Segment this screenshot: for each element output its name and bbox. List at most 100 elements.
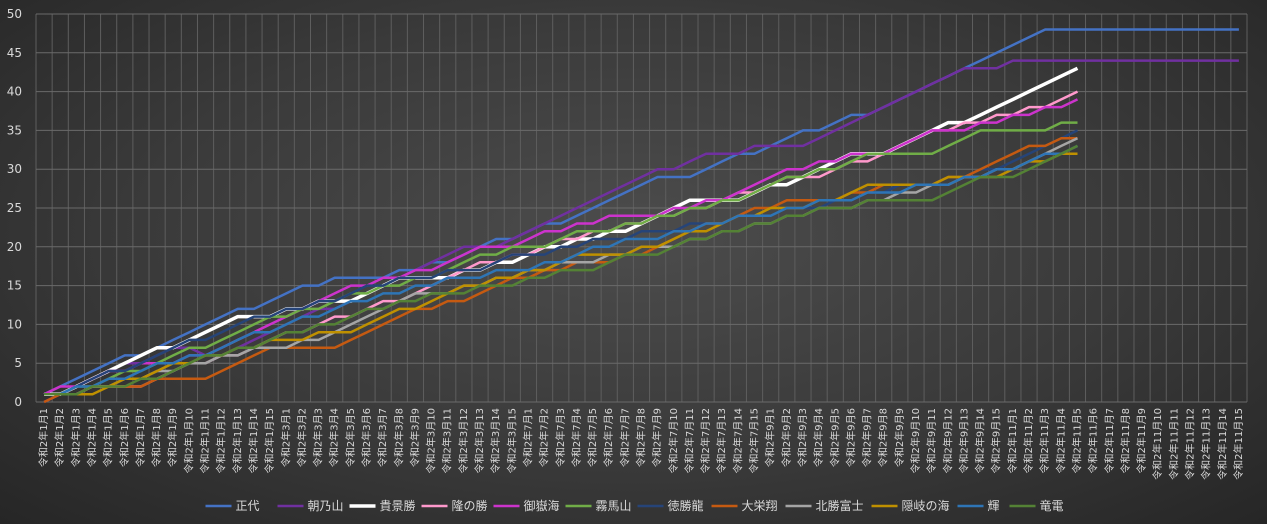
x-tick-label: 令和2年1月5 [102, 408, 115, 467]
grid-lines [35, 13, 1248, 403]
x-tick-label: 令和2年1月10 [182, 408, 195, 473]
x-tick-label: 令和2年3月8 [392, 408, 405, 467]
y-tick-label: 20 [7, 240, 22, 254]
x-tick-label: 令和2年7月8 [635, 408, 648, 467]
x-tick-label: 令和2年11月1 [1006, 408, 1019, 473]
legend-label-10: 輝 [988, 499, 1000, 513]
x-tick-label: 令和2年3月14 [489, 408, 502, 473]
x-tick-label: 令和2年11月9 [1135, 408, 1148, 473]
x-tick-label: 令和2年11月6 [1087, 408, 1100, 473]
x-tick-label: 令和2年3月7 [376, 408, 389, 467]
legend-label-0: 正代 [236, 499, 260, 513]
x-tick-label: 令和2年1月11 [199, 408, 212, 473]
x-tick-label: 令和2年9月1 [764, 408, 777, 467]
x-tick-label: 令和2年3月2 [295, 408, 308, 467]
x-tick-label: 令和2年9月8 [877, 408, 890, 467]
y-tick-label: 45 [7, 46, 22, 60]
x-tick-label: 令和2年9月11 [925, 408, 938, 473]
x-tick-label: 令和2年3月1 [279, 408, 292, 467]
x-tick-label: 令和2年11月3 [1038, 408, 1051, 473]
x-tick-label: 令和2年1月13 [231, 408, 244, 473]
legend-label-6: 徳勝龍 [668, 498, 704, 513]
x-tick-label: 令和2年7月10 [667, 408, 680, 473]
x-tick-label: 令和2年3月15 [505, 408, 518, 473]
legend-label-9: 隠岐の海 [902, 498, 950, 513]
y-axis: 0 5 10 15 20 25 30 35 40 45 50 [7, 7, 22, 409]
x-tick-label: 令和2年9月10 [909, 408, 922, 473]
x-tick-label: 令和2年11月5 [1070, 408, 1083, 473]
x-tick-label: 令和2年3月10 [425, 408, 438, 473]
x-tick-label: 令和2年1月6 [118, 408, 131, 467]
x-tick-label: 令和2年7月14 [731, 408, 744, 473]
legend: 正代 朝乃山 貴景勝 隆の勝 御嶽海 霧馬山 徳勝龍 大栄翔 北勝富士 隠岐の海 輝 竜電 [205, 498, 1064, 513]
x-tick-label: 令和2年1月14 [247, 408, 260, 473]
x-tick-label: 令和2年1月8 [150, 408, 163, 467]
x-tick-label: 令和2年1月12 [215, 408, 228, 473]
series-line-1 [43, 59, 1239, 404]
x-tick-label: 令和2年9月15 [990, 408, 1003, 473]
x-tick-label: 令和2年7月6 [602, 408, 615, 467]
legend-label-7: 大栄翔 [742, 499, 778, 513]
y-tick-label: 10 [7, 317, 22, 331]
x-tick-label: 令和2年1月3 [69, 408, 82, 467]
y-tick-label: 0 [14, 395, 22, 409]
x-tick-label: 令和2年7月2 [538, 408, 551, 467]
x-tick-label: 令和2年9月13 [957, 408, 970, 473]
legend-label-5: 霧馬山 [596, 499, 632, 513]
x-tick-label: 令和2年11月13 [1200, 408, 1213, 480]
x-tick-label: 令和2年9月2 [780, 408, 793, 467]
x-tick-label: 令和2年7月12 [699, 408, 712, 473]
x-tick-label: 令和2年3月12 [457, 408, 470, 473]
y-tick-label: 35 [7, 123, 22, 137]
x-tick-label: 令和2年3月9 [408, 408, 421, 467]
legend-label-8: 北勝富士 [816, 498, 864, 513]
x-tick-label: 令和2年7月15 [748, 408, 761, 473]
x-tick-label: 令和2年9月7 [861, 408, 874, 467]
x-tick-label: 令和2年9月14 [974, 408, 987, 473]
x-tick-label: 令和2年9月12 [941, 408, 954, 473]
x-tick-label: 令和2年9月6 [844, 408, 857, 467]
x-tick-label: 令和2年11月15 [1232, 408, 1245, 480]
x-tick-label: 令和2年1月7 [134, 408, 147, 467]
x-tick-label: 令和2年7月4 [570, 408, 583, 467]
x-tick-label: 令和2年11月12 [1183, 408, 1196, 480]
x-tick-label: 令和2年7月3 [554, 408, 567, 467]
x-tick-label: 令和2年1月9 [166, 408, 179, 467]
series-line-0 [43, 28, 1239, 396]
x-tick-label: 令和2年7月11 [683, 408, 696, 473]
series-lines [43, 28, 1239, 404]
x-tick-label: 令和2年3月3 [312, 408, 325, 467]
x-tick-label: 令和2年3月5 [344, 408, 357, 467]
x-tick-label: 令和2年3月6 [360, 408, 373, 467]
y-tick-label: 50 [7, 7, 22, 21]
x-tick-label: 令和2年3月13 [473, 408, 486, 473]
x-tick-label: 令和2年1月4 [86, 408, 99, 467]
series-line-10 [44, 144, 1079, 396]
x-tick-label: 令和2年11月10 [1151, 408, 1164, 480]
x-tick-label: 令和2年7月13 [715, 408, 728, 473]
x-tick-label: 令和2年7月5 [586, 408, 599, 467]
y-tick-label: 30 [7, 162, 22, 176]
x-tick-label: 令和2年11月2 [1022, 408, 1035, 473]
y-tick-label: 40 [7, 85, 22, 99]
legend-label-3: 隆の勝 [452, 498, 488, 513]
x-tick-label: 令和2年1月1 [37, 408, 50, 467]
y-tick-label: 25 [7, 201, 22, 215]
x-tick-label: 令和2年11月7 [1103, 408, 1116, 473]
x-axis: 令和2年1月1 令和2年1月2 令和2年1月3 令和2年1月4 令和2年1月5 令和2年1… [37, 408, 1245, 480]
y-tick-label: 5 [14, 356, 22, 370]
x-tick-label: 令和2年9月9 [893, 408, 906, 467]
x-tick-label: 令和2年7月7 [618, 408, 631, 467]
y-tick-label: 15 [7, 279, 22, 293]
legend-label-4: 御嶽海 [524, 498, 560, 513]
x-tick-label: 令和2年1月2 [53, 408, 66, 467]
x-tick-label: 令和2年11月11 [1167, 408, 1180, 480]
x-tick-label: 令和2年7月9 [651, 408, 664, 467]
series-line-11 [44, 144, 1079, 396]
x-tick-label: 令和2年11月14 [1216, 408, 1229, 480]
x-tick-label: 令和2年9月4 [812, 408, 825, 467]
legend-label-1: 朝乃山 [308, 499, 344, 513]
x-tick-label: 令和2年3月4 [328, 408, 341, 467]
x-tick-label: 令和2年3月11 [441, 408, 454, 473]
